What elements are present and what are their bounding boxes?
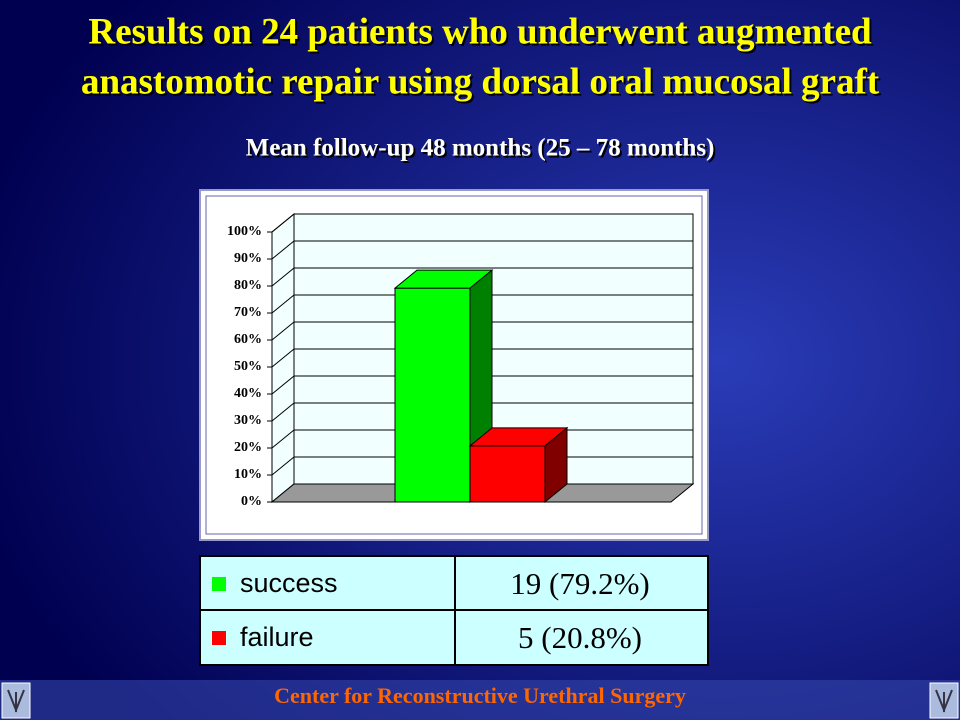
y-tick-label: 10% [234,467,262,482]
plot: 0% 10% 20% 30% 40% 50% 60% 70% 80% 90% 100% [227,212,695,509]
grid-line [271,402,295,422]
grid-line [271,375,295,395]
bar [394,287,471,503]
logo [1,682,31,719]
y-tick-label: 20% [234,440,262,455]
table-body: success 19 (79.2%) failure 5 (20.8%) [212,566,650,655]
title-line: Results on 24 patients who underwent aug… [88,11,872,52]
grid-line [271,294,295,314]
grid-line [271,321,295,341]
logo [929,682,959,719]
legend-label: success [240,568,338,598]
value-label: 19 (79.2%) [510,566,649,601]
y-tick-label: 30% [234,413,262,428]
grid-line [271,348,295,368]
grid-line [271,267,295,287]
legend-label: failure [240,622,314,652]
legend-swatch [212,577,226,591]
y-tick-label: 100% [227,224,262,239]
title-line: anastomotic repair using dorsal oral muc… [81,61,880,102]
grid-line [271,213,295,233]
y-tick-label: 80% [234,278,262,293]
value-label: 5 (20.8%) [518,620,642,655]
y-tick-label: 90% [234,251,262,266]
grid-line [271,240,295,260]
y-tick-label: 70% [234,305,262,320]
footer: Center for Reconstructive Urethral Surge… [274,683,686,708]
y-tick-label: 40% [234,386,262,401]
footer-bar [0,680,960,720]
legend-swatch [212,631,226,645]
y-tick-label: 50% [234,359,262,374]
bar-side [544,426,568,504]
grid-line [271,429,295,449]
grid-line [271,456,295,476]
y-tick-label: 0% [241,494,262,509]
chart-inner-frame [205,195,703,535]
subtitle: Mean follow-up 48 months (25 – 78 months… [246,135,715,162]
y-tick-label: 60% [234,332,262,347]
bar [469,445,546,503]
